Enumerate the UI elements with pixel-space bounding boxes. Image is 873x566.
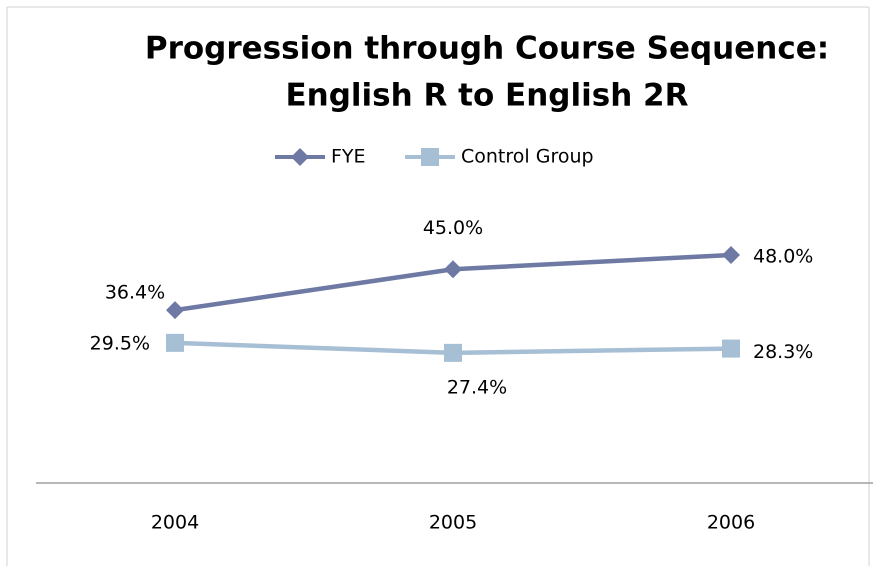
data-label: 48.0%	[753, 246, 813, 268]
legend-marker	[291, 148, 309, 166]
legend-label: Control Group	[461, 146, 594, 168]
marker	[722, 339, 740, 358]
data-label: 45.0%	[423, 217, 483, 239]
marker	[166, 333, 184, 352]
marker	[444, 260, 462, 279]
marker	[444, 343, 462, 362]
x-tick-label: 2006	[707, 512, 755, 534]
data-label: 28.3%	[753, 341, 813, 363]
legend-marker	[421, 148, 439, 166]
data-label: 27.4%	[447, 376, 507, 398]
data-label: 29.5%	[90, 332, 150, 354]
x-tick-label: 2005	[429, 512, 477, 534]
marker	[722, 246, 740, 264]
data-label: 36.4%	[105, 282, 165, 304]
marker	[166, 301, 184, 320]
chart-title: Progression through Course Sequence:	[145, 31, 829, 67]
chart-title: English R to English 2R	[285, 78, 688, 114]
x-tick-label: 2004	[151, 512, 199, 534]
legend-label: FYE	[331, 146, 366, 168]
